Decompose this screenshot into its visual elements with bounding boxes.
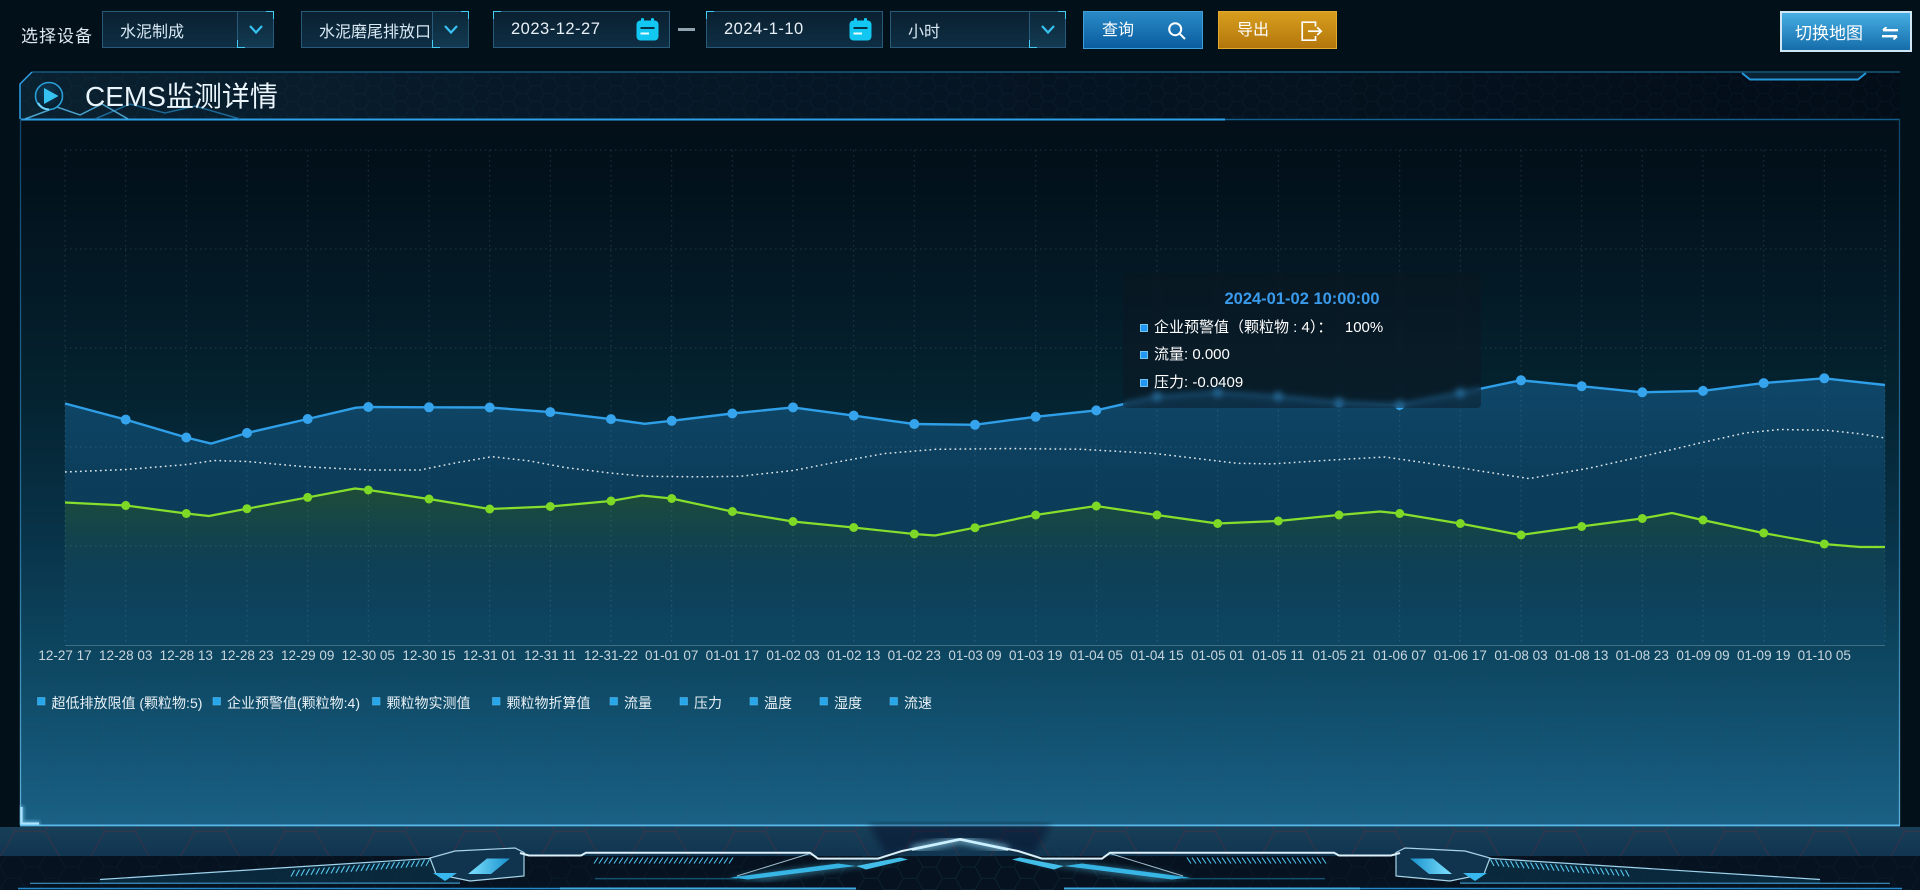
svg-text:01-08 23: 01-08 23	[1616, 648, 1669, 663]
svg-text:01-09 09: 01-09 09	[1676, 648, 1729, 663]
svg-text:01-04 15: 01-04 15	[1130, 648, 1183, 663]
svg-text:超低排放限值 (颗粒物:5): 超低排放限值 (颗粒物:5)	[52, 695, 203, 711]
svg-text:12-28 03: 12-28 03	[99, 648, 152, 663]
svg-text:01-03 09: 01-03 09	[948, 648, 1001, 663]
svg-text:流速: 流速	[904, 695, 932, 711]
svg-text:压力: 压力	[694, 695, 722, 711]
svg-text:01-05 21: 01-05 21	[1312, 648, 1365, 663]
svg-text:12-28 13: 12-28 13	[160, 648, 213, 663]
svg-text:01-05 01: 01-05 01	[1191, 648, 1244, 663]
svg-text:12-27 17: 12-27 17	[38, 648, 91, 663]
svg-text:流量: 流量	[624, 695, 652, 711]
svg-text:温度: 温度	[764, 695, 792, 711]
svg-text:01-02 03: 01-02 03	[766, 648, 819, 663]
svg-text:01-02 13: 01-02 13	[827, 648, 880, 663]
svg-text:12-28 23: 12-28 23	[220, 648, 273, 663]
svg-text:企业预警值(颗粒物:4): 企业预警值(颗粒物:4)	[227, 695, 360, 711]
svg-text:12-31-22: 12-31-22	[584, 648, 638, 663]
svg-text:湿度: 湿度	[834, 695, 862, 711]
svg-text:12-29 09: 12-29 09	[281, 648, 334, 663]
svg-text:12-31 01: 12-31 01	[463, 648, 516, 663]
svg-text:01-06 17: 01-06 17	[1434, 648, 1487, 663]
svg-text:01-02 23: 01-02 23	[888, 648, 941, 663]
svg-text:01-06 07: 01-06 07	[1373, 648, 1426, 663]
svg-text:01-03 19: 01-03 19	[1009, 648, 1062, 663]
svg-text:CEMS监测详情: CEMS监测详情	[85, 81, 278, 112]
svg-text:01-04 05: 01-04 05	[1070, 648, 1123, 663]
svg-text:12-30 15: 12-30 15	[402, 648, 455, 663]
svg-text:颗粒物折算值: 颗粒物折算值	[507, 695, 591, 711]
svg-text:01-05 11: 01-05 11	[1252, 648, 1304, 663]
svg-text:01-08 13: 01-08 13	[1555, 648, 1608, 663]
svg-text:01-08 03: 01-08 03	[1494, 648, 1547, 663]
svg-text:01-10 05: 01-10 05	[1798, 648, 1851, 663]
svg-text:01-01 17: 01-01 17	[706, 648, 759, 663]
svg-text:01-01 07: 01-01 07	[645, 648, 698, 663]
svg-text:12-30 05: 12-30 05	[342, 648, 395, 663]
svg-text:颗粒物实测值: 颗粒物实测值	[387, 695, 471, 711]
svg-text:12-31 11: 12-31 11	[524, 648, 576, 663]
svg-text:01-09 19: 01-09 19	[1737, 648, 1790, 663]
